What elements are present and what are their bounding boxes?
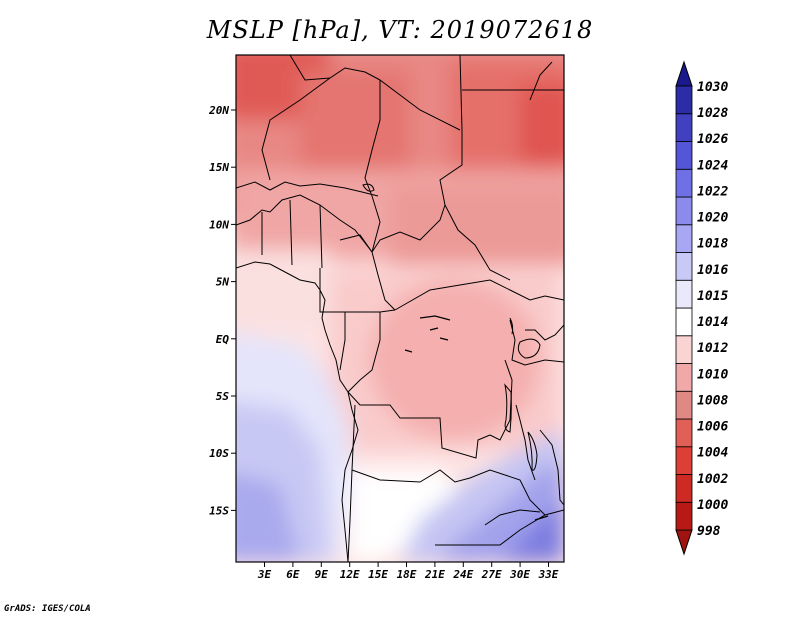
colorbar-swatch [675,363,693,392]
colorbar-label: 1024 [697,158,728,173]
lake-malawi [527,431,538,471]
longitude-ticks [264,562,549,567]
colorbar-top-arrow [675,60,693,87]
colorbar-bottom-arrow [675,529,693,556]
map-title: MSLP [hPa], VT: 2019072618 [206,16,594,44]
colorbar-label: 998 [697,524,721,539]
longitude-labels: 3E 6E 9E 12E 15E 18E 21E 24E 27E 30E 33E [257,568,559,581]
lake-albert [509,317,514,335]
lat-label: 20N [208,104,229,117]
colorbar-labels: 998 1000 1002 1004 1006 1008 1010 1012 1014 1015 1… [697,80,728,539]
grads-credit: GrADS: IGES/COLA [4,604,91,614]
lake-victoria [517,338,541,359]
latitude-labels: 20N 15N 10N 5N EQ 5S 10S 15S [208,104,229,517]
colorbar-label: 1002 [697,472,728,487]
lon-label: 9E [315,568,329,581]
colorbar-label: 1014 [697,315,728,330]
lon-label: 12E [340,568,360,581]
lat-label: 10S [209,447,229,460]
colorbar-label: 1006 [697,420,728,435]
lake-tanganyika [504,383,512,433]
colorbar-label: 1018 [697,237,728,252]
colorbar-swatch [675,196,693,226]
pressure-field [236,55,564,562]
lon-label: 21E [424,568,445,581]
colorbar-swatch [675,418,693,448]
colorbar-label: 1008 [697,393,728,408]
lon-label: 30E [509,568,530,581]
coastline [236,261,359,562]
lat-label: 5N [216,276,230,289]
colorbar-label: 1000 [697,498,728,513]
lake-chad [362,183,375,192]
chad-low [390,185,564,265]
colorbar-swatch [675,501,693,531]
colorbar-label: 1020 [697,211,728,226]
lakes [362,183,541,471]
lon-label: 15E [368,568,388,581]
lon-label: 27E [481,568,502,581]
colorbar-swatch [675,252,693,281]
colorbar-label: 1022 [697,184,728,199]
colorbar-label: 1028 [697,106,728,121]
colorbar-label: 1016 [697,263,728,278]
colorbar-swatch [675,335,693,364]
colorbar-label: 1030 [697,80,728,95]
colorbar-swatch [675,168,693,198]
colorbar-label: 1012 [697,341,728,356]
lat-label: 15S [209,504,229,517]
colorbar-label: 1026 [697,132,728,147]
lon-label: 6E [286,568,300,581]
lon-label: 18E [397,568,417,581]
latitude-ticks [231,109,236,511]
southeast-high-core [500,500,564,562]
northeast-low [520,85,564,165]
colorbar-swatch [675,390,693,420]
colorbar-swatch [675,279,693,309]
lon-label: 3E [257,568,272,581]
colorbar-swatch [675,446,693,475]
lon-label: 33E [538,568,559,581]
colorbar-label: 1004 [697,446,728,461]
map-frame [235,54,565,563]
rivers [404,315,549,521]
lon-label: 24E [452,568,473,581]
country-borders [236,55,564,562]
lat-label: 5S [216,390,230,403]
colorbar-swatch [675,85,693,115]
colorbar-swatch [675,224,693,253]
colorbar-label: 1010 [697,367,728,382]
sahara-low [300,70,410,180]
colorbar-swatch [675,113,693,142]
south-white-band [350,470,470,562]
colorbar-swatch [675,141,693,170]
lat-label: 10N [209,218,229,231]
atlantic-high-core [236,474,300,562]
colorbar-swatch [675,307,693,337]
lat-label: 15N [209,161,229,174]
colorbar [675,60,693,556]
colorbar-swatch [675,474,693,503]
colorbar-label: 1015 [697,289,728,304]
central-pink [330,270,560,450]
lat-label: EQ [216,333,230,346]
